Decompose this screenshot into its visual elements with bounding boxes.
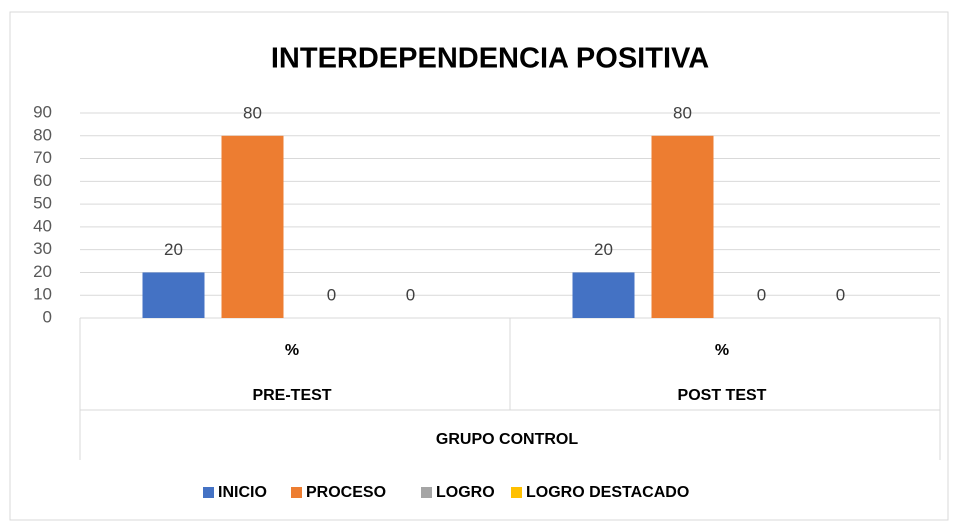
group-label: POST TEST [678,387,767,404]
legend-label: LOGRO [436,484,495,501]
legend-swatch [511,487,522,498]
data-label: 20 [164,240,183,259]
legend-swatch [421,487,432,498]
y-tick-label: 70 [33,148,52,167]
legend-label: INICIO [218,484,267,501]
y-tick-label: 0 [43,307,52,326]
y-tick-label: 50 [33,194,52,213]
data-label: 0 [406,285,415,304]
data-label: 0 [836,285,845,304]
bar [221,135,284,318]
y-tick-label: 20 [33,262,52,281]
chart-title: INTERDEPENDENCIA POSITIVA [271,43,709,75]
legend-swatch [291,487,302,498]
legend-label: LOGRO DESTACADO [526,484,689,501]
y-tick-label: 80 [33,125,52,144]
group-label: PRE-TEST [252,387,331,404]
y-tick-label: 30 [33,239,52,258]
data-label: 20 [594,240,613,259]
data-label: 80 [673,103,692,122]
y-tick-label: 10 [33,285,52,304]
y-tick-label: 40 [33,216,52,235]
chart-border [9,11,949,521]
data-label: 80 [243,103,262,122]
y-tick-label: 60 [33,171,52,190]
bar [651,135,714,318]
bar [142,272,205,318]
legend-label: PROCESO [306,484,386,501]
legend-swatch [203,487,214,498]
y-tick-label: 90 [33,102,52,121]
data-label: 0 [757,285,766,304]
x-tick-label: % [715,342,729,359]
bar [572,272,635,318]
x-tick-label: % [285,342,299,359]
supergroup-label: GRUPO CONTROL [436,431,578,448]
data-label: 0 [327,285,336,304]
